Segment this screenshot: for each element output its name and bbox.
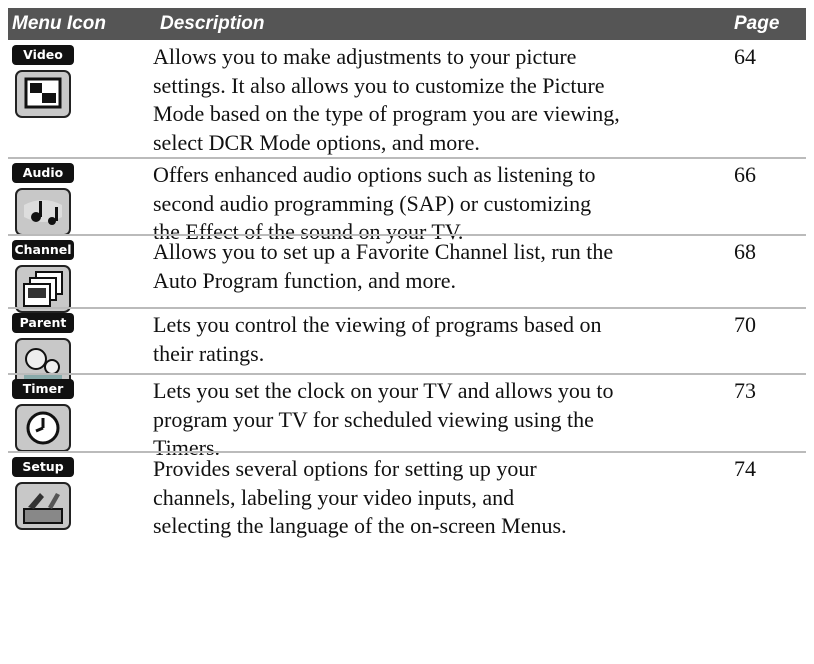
icon-label: Audio (12, 163, 74, 183)
description-line: settings. It also allows you to customiz… (153, 72, 605, 98)
icon-label: Setup (12, 457, 74, 477)
description: Offers enhanced audio options such as li… (153, 161, 596, 247)
icon-label: Timer (12, 379, 74, 399)
icon-label: Parent (12, 313, 74, 333)
menu-icon (14, 187, 72, 237)
icon-label: Video (12, 45, 74, 65)
description-line: Offers enhanced audio options such as li… (153, 162, 596, 187)
icon-graphic (15, 70, 71, 118)
row-separator (8, 373, 806, 375)
row-separator (8, 234, 806, 236)
menu-icon (14, 264, 72, 314)
page-number: 73 (734, 378, 756, 403)
description-line: second audio programming (SAP) or custom… (153, 190, 592, 216)
icon-graphic (15, 404, 71, 452)
description-line: Lets you control the viewing of programs… (153, 312, 602, 337)
page-number: 74 (734, 456, 756, 481)
menu-icon (14, 69, 72, 119)
description-line: the Effect of the sound on your TV. (153, 219, 464, 244)
description: Allows you to make adjustments to your p… (153, 43, 620, 157)
description-line: Allows you to make adjustments to your p… (153, 44, 577, 69)
header-cell: Menu Icon (12, 13, 106, 34)
description-line: Provides several options for setting up … (153, 456, 537, 481)
icon-graphic (15, 265, 71, 313)
description-line: Mode based on the type of program you ar… (153, 101, 620, 126)
menu-icon (14, 481, 72, 531)
page-number: 66 (734, 162, 756, 187)
description-line: Timers. (153, 435, 221, 460)
description-line: selecting the language of the on-screen … (153, 513, 567, 538)
description: Provides several options for setting up … (153, 455, 567, 541)
description-line: Allows you to set up a Favorite Channel … (153, 239, 614, 264)
icon-graphic (15, 188, 71, 236)
header-bar (8, 8, 806, 40)
row-separator (8, 307, 806, 309)
description-line: Auto Program function, and more. (153, 267, 457, 293)
header-cell: Description (160, 13, 265, 34)
page-number: 70 (734, 312, 756, 337)
page-number: 68 (734, 239, 756, 264)
header-cell: Page (734, 13, 780, 34)
row-separator (8, 451, 806, 453)
description-line: program your TV for scheduled viewing us… (153, 406, 594, 432)
icon-graphic (15, 482, 71, 530)
description-line: select DCR Mode options, and more. (153, 129, 480, 155)
description-line: Lets you set the clock on your TV and al… (153, 378, 614, 403)
menu-icon (14, 403, 72, 453)
description-line: their ratings. (153, 340, 265, 366)
description: Allows you to set up a Favorite Channel … (153, 238, 613, 295)
description: Lets you set the clock on your TV and al… (153, 377, 614, 463)
icon-label: Channel (12, 240, 74, 260)
row-separator (8, 157, 806, 159)
page-number: 64 (734, 44, 756, 69)
description: Lets you control the viewing of programs… (153, 311, 601, 368)
description-line: channels, labeling your video inputs, an… (153, 484, 515, 510)
